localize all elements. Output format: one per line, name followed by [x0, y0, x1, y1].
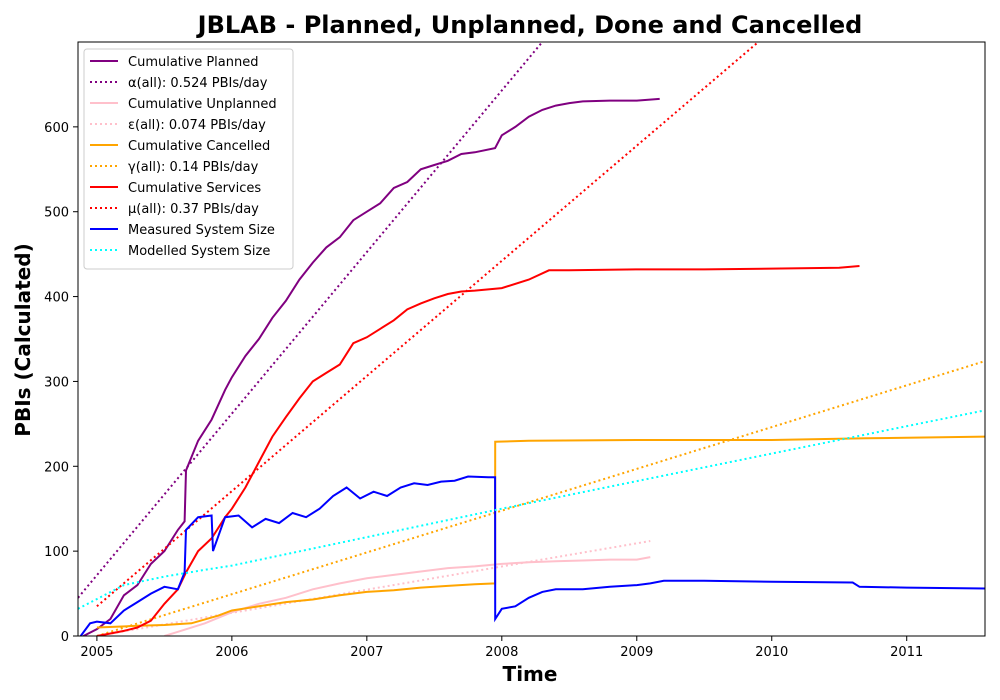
series-line-0-cumulative-planned	[82, 97, 660, 636]
y-tick-label: 500	[44, 206, 69, 221]
legend-label: α(all): 0.524 PBIs/day	[128, 76, 268, 91]
legend-label: Cumulative Cancelled	[128, 139, 270, 154]
legend-label: Measured System Size	[128, 223, 275, 238]
y-tick-label: 400	[44, 291, 69, 306]
legend-label: Modelled System Size	[128, 244, 270, 259]
series-line-4-cumulative-cancelled	[96, 435, 985, 629]
series-line-5-all-0-14-pbis-day	[96, 360, 985, 636]
series-line-8-measured-system-size	[79, 475, 985, 636]
legend-label: γ(all): 0.14 PBIs/day	[128, 160, 259, 175]
legend-label: Cumulative Planned	[128, 55, 258, 70]
legend-label: ε(all): 0.074 PBIs/day	[128, 118, 266, 133]
legend-label: μ(all): 0.37 PBIs/day	[128, 202, 259, 217]
y-tick-label: 200	[44, 460, 69, 475]
x-tick-label: 2007	[350, 645, 383, 660]
y-tick-label: 100	[44, 545, 69, 560]
legend: Cumulative Planned α(all): 0.524 PBIs/day…	[83, 48, 294, 270]
plot-area: 2005 2006 2007 2008 2009 2010 2011 0 100 200 300 40…	[44, 41, 986, 660]
x-tick-label: 2008	[485, 645, 518, 660]
series-line-9-modelled-system-size	[78, 409, 985, 610]
y-tick-label: 600	[44, 121, 69, 136]
legend-label: Cumulative Services	[128, 181, 261, 196]
y-tick-label: 300	[44, 375, 69, 390]
x-tick-label: 2005	[80, 645, 113, 660]
chart-title: JBLAB - Planned, Unplanned, Done and Can…	[196, 11, 863, 39]
x-tick-label: 2010	[755, 645, 788, 660]
series-line-1-all-0-524-pbis-day	[78, 42, 544, 599]
x-axis-label: Time	[503, 662, 558, 686]
series-line-2-cumulative-unplanned	[164, 556, 651, 636]
x-tick-label: 2009	[620, 645, 653, 660]
y-axis-label: PBIs (Calculated)	[11, 243, 35, 436]
axes-frame	[77, 41, 986, 637]
x-tick-label: 2006	[215, 645, 248, 660]
series-group	[78, 42, 985, 636]
series-line-3-all-0-074-pbis-day	[96, 540, 651, 636]
y-tick-label: 0	[61, 630, 69, 645]
legend-label: Cumulative Unplanned	[128, 97, 277, 112]
legend-box	[83, 48, 294, 270]
x-tick-label: 2011	[890, 645, 923, 660]
